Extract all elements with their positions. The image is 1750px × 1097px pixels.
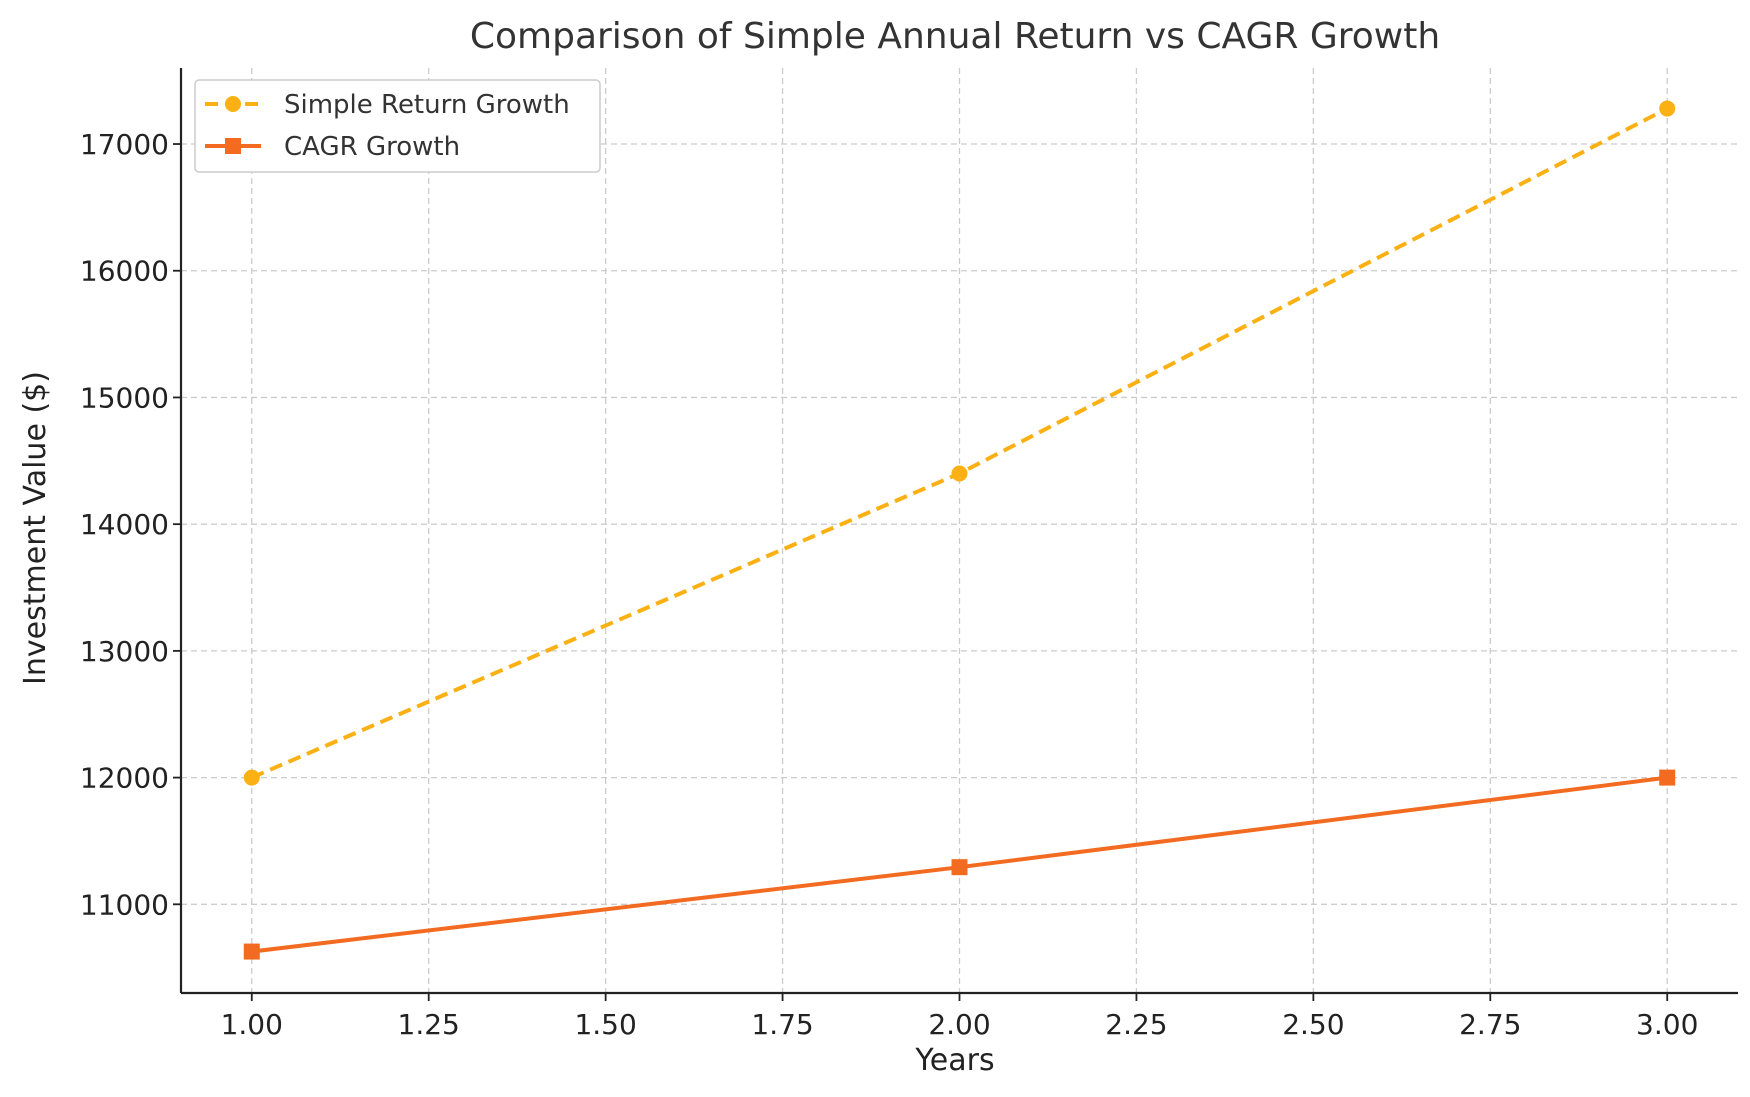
legend-label-simple-return: Simple Return Growth — [284, 90, 570, 120]
x-tick-label: 1.50 — [574, 1008, 636, 1041]
x-tick-label: 2.75 — [1459, 1008, 1521, 1041]
y-tick-label: 15000 — [80, 381, 169, 414]
x-tick-label: 2.00 — [928, 1008, 990, 1041]
y-tick-label: 13000 — [80, 635, 169, 668]
series-lines — [243, 100, 1676, 960]
data-point-simple-return — [1659, 100, 1676, 117]
y-tick-label: 17000 — [80, 128, 169, 161]
y-tick-label: 12000 — [80, 762, 169, 795]
data-point-simple-return — [243, 769, 260, 786]
chart-title: Comparison of Simple Annual Return vs CA… — [470, 16, 1440, 57]
data-point-cagr — [951, 859, 968, 876]
tick-labels: 1.00 1.25 1.50 1.75 2.00 2.25 2.50 2.75 3.00 1100… — [80, 128, 1698, 1041]
legend-marker-cagr — [225, 138, 241, 154]
legend-item-cagr: CAGR Growth — [205, 132, 460, 162]
y-tick-label: 14000 — [80, 508, 169, 541]
x-tick-label: 2.50 — [1282, 1008, 1344, 1041]
legend: Simple Return Growth CAGR Growth — [194, 79, 601, 173]
data-point-cagr — [243, 943, 260, 960]
x-axis-title: Years — [914, 1043, 994, 1078]
y-tick-label: 16000 — [80, 255, 169, 288]
data-point-simple-return — [951, 465, 968, 482]
x-tick-label: 1.25 — [398, 1008, 460, 1041]
x-tick-label: 1.75 — [751, 1008, 813, 1041]
legend-label-cagr: CAGR Growth — [284, 132, 460, 162]
legend-item-simple-return: Simple Return Growth — [205, 90, 570, 120]
x-tick-label: 2.25 — [1105, 1008, 1167, 1041]
data-point-cagr — [1659, 769, 1676, 786]
grid-lines — [181, 68, 1738, 993]
y-tick-label: 11000 — [80, 888, 169, 921]
x-tick-label: 1.00 — [221, 1008, 283, 1041]
y-axis-title: Investment Value ($) — [18, 371, 53, 685]
legend-box — [194, 79, 601, 173]
x-tick-label: 3.00 — [1636, 1008, 1698, 1041]
legend-marker-simple-return — [225, 96, 241, 112]
